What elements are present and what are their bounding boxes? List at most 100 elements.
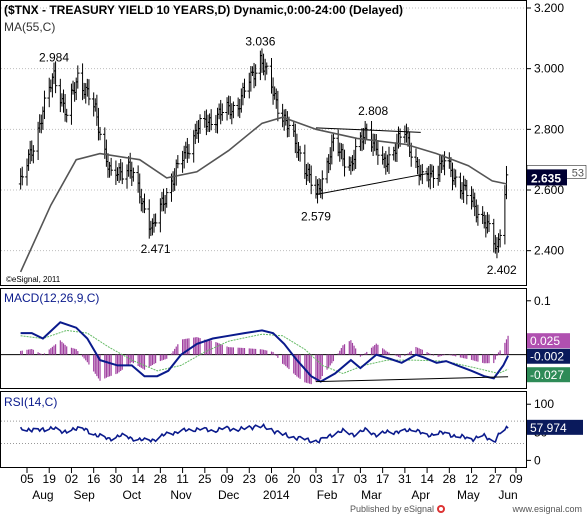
macd-line bbox=[20, 321, 509, 383]
time-axis-day-label: 30 bbox=[109, 472, 123, 486]
price-bar bbox=[498, 229, 502, 248]
price-gridlines bbox=[1, 7, 526, 252]
time-axis-day-label: 09 bbox=[509, 472, 523, 486]
macd-trendline-rule bbox=[315, 376, 509, 383]
time-axis-month-label: Apr bbox=[411, 488, 430, 502]
price-bar bbox=[20, 166, 25, 186]
price-bar bbox=[504, 165, 509, 200]
price-bar bbox=[176, 155, 180, 169]
price-trendline bbox=[315, 127, 421, 133]
rsi-levels bbox=[1, 420, 526, 445]
time-axis-day-label: 17 bbox=[376, 472, 390, 486]
rsi-last-label: 57.974 bbox=[530, 421, 567, 435]
time-axis-month-label: Jun bbox=[498, 488, 517, 502]
macd-signal-value-label: -0.027 bbox=[530, 368, 564, 382]
time-axis-day-label: 23 bbox=[243, 472, 257, 486]
time-axis-day-label: 03 bbox=[309, 472, 323, 486]
price-annotation-label: 2.402 bbox=[487, 263, 517, 277]
ma-line bbox=[19, 116, 507, 273]
rsi-title: RSI(14,C) bbox=[4, 395, 57, 409]
price-bar bbox=[87, 79, 91, 106]
time-axis-day-label: 02 bbox=[65, 472, 79, 486]
time-axis-day-label: 16 bbox=[87, 472, 101, 486]
time-axis-day-label: 31 bbox=[398, 472, 412, 486]
price-bar bbox=[253, 64, 258, 87]
last-price-partial-label: 53 bbox=[572, 167, 584, 179]
time-axis-month-label: 2014 bbox=[263, 488, 290, 502]
time-axis-day-label: 19 bbox=[43, 472, 57, 486]
time-axis-month-label: Dec bbox=[218, 488, 239, 502]
rsi-panel: RSI(14,C) bbox=[0, 391, 527, 468]
price-axis-label: 3.200 bbox=[534, 1, 564, 15]
price-axis-label: 2.800 bbox=[534, 122, 564, 136]
price-bars bbox=[18, 48, 509, 259]
price-bar bbox=[120, 162, 125, 185]
price-trendline bbox=[315, 172, 429, 196]
last-price-label: 2.635 bbox=[531, 171, 561, 185]
time-axis-month-label: Nov bbox=[170, 488, 191, 502]
macd-panel: MACD(12,26,9,C) bbox=[0, 288, 527, 389]
published-label: Published by eSignal bbox=[350, 504, 434, 514]
price-title: ($TNX - TREASURY YIELD 10 YEARS,D) Dynam… bbox=[4, 3, 403, 17]
price-bar bbox=[209, 109, 213, 131]
price-annotation-label: 2.808 bbox=[358, 104, 388, 118]
price-bar bbox=[353, 138, 358, 170]
macd-value-box bbox=[527, 348, 570, 364]
macd-value-marker: -0.002 bbox=[527, 348, 570, 364]
price-bar bbox=[131, 167, 136, 182]
price-panel-frame bbox=[0, 0, 527, 286]
price-bar bbox=[376, 139, 380, 165]
price-trendlines bbox=[315, 127, 429, 196]
time-axis-day-label: 11 bbox=[176, 472, 189, 486]
rsi-last-box bbox=[527, 419, 583, 435]
macd-axis: 0.1 0.025 -0.002 -0.027 bbox=[526, 294, 570, 383]
price-bar bbox=[231, 101, 236, 119]
price-axis-label: 2.600 bbox=[534, 183, 564, 197]
time-axis-day-label: 28 bbox=[154, 472, 168, 486]
macd-histogram-value-label: 0.025 bbox=[530, 334, 560, 348]
macd-signal-value-box bbox=[527, 367, 570, 383]
ma-label: MA(55,C) bbox=[4, 20, 55, 34]
macd-signal-line bbox=[20, 329, 509, 375]
price-bar bbox=[331, 133, 336, 152]
price-bar bbox=[187, 144, 191, 159]
price-bar bbox=[76, 65, 80, 89]
price-panel: 2.984 3.036 2.808 2.471 2.579 2.402 ($TNX - T… bbox=[0, 0, 527, 286]
time-axis-day-label: 14 bbox=[131, 472, 145, 486]
price-annotation-label: 2.471 bbox=[141, 242, 171, 256]
time-axis-day-label: 17 bbox=[332, 472, 346, 486]
time-axis-month-label: Sep bbox=[73, 488, 95, 502]
price-bar bbox=[309, 165, 313, 195]
rsi-axis-label: 0 bbox=[534, 453, 541, 467]
price-axis: 3.200 3.000 2.800 2.600 2.400 53 2.635 bbox=[526, 1, 587, 258]
time-axis-day-label: 27 bbox=[489, 472, 503, 486]
price-bar bbox=[476, 204, 480, 226]
price-annotations: 2.984 3.036 2.808 2.471 2.579 2.402 bbox=[39, 35, 517, 277]
price-bar bbox=[98, 126, 102, 141]
time-axis-month-label: Aug bbox=[32, 488, 53, 502]
price-bar bbox=[53, 61, 58, 94]
price-bar bbox=[276, 90, 280, 122]
rsi-line bbox=[19, 423, 509, 444]
last-price-marker: 53 2.635 bbox=[526, 165, 587, 186]
price-bar bbox=[342, 149, 347, 177]
time-axis-day-label: 06 bbox=[265, 472, 279, 486]
price-bar bbox=[142, 193, 147, 214]
macd-histogram-value-box bbox=[527, 333, 570, 349]
price-bar bbox=[64, 108, 69, 123]
price-bar bbox=[198, 114, 202, 134]
price-bar bbox=[109, 157, 113, 176]
price-annotation-label: 2.579 bbox=[301, 209, 331, 223]
price-bar bbox=[464, 179, 469, 205]
time-axis-day-label: 14 bbox=[420, 472, 434, 486]
copyright-label: ©eSignal, 2011 bbox=[6, 275, 61, 284]
time-axis-month-label: Feb bbox=[317, 488, 338, 502]
price-bar bbox=[220, 103, 225, 121]
macd-title: MACD(12,26,9,C) bbox=[4, 291, 99, 305]
rsi-last-marker: 57.974 bbox=[527, 419, 583, 435]
price-axis-label: 2.400 bbox=[534, 244, 564, 258]
time-axis-day-label: 28 bbox=[443, 472, 457, 486]
website-link[interactable]: www.esignal.com bbox=[511, 504, 582, 514]
